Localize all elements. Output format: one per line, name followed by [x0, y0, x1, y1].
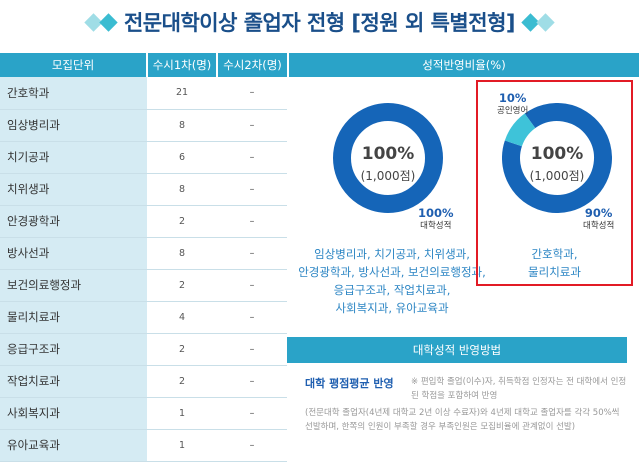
ratio-header: 성적반영비율(%): [287, 53, 639, 77]
donut1-center-percent: 100%: [361, 144, 415, 164]
donut-chart-general-svg: [333, 103, 443, 213]
diamond-decoration-right: [521, 12, 555, 32]
department-line: 임상병리과, 치기공과, 치위생과,: [314, 247, 470, 261]
unit-name-cell: 치위생과: [0, 173, 147, 206]
table-row: 치기공과 6–: [0, 141, 287, 174]
department-line: 간호학과,: [531, 247, 578, 261]
unit-name-cell: 보건의료행정과: [0, 269, 147, 302]
table-row: 유아교육과 1–: [0, 429, 287, 462]
table-row: 작업치료과 2–: [0, 365, 287, 398]
donut-chart-general: 100% (1,000점): [333, 103, 443, 213]
unit-name-cell: 간호학과: [0, 77, 147, 110]
round1-count-cell: 8: [147, 237, 217, 270]
department-line: 물리치료과: [528, 265, 581, 279]
diamond-decoration-left: [84, 12, 118, 32]
method-header: 대학성적 반영방법: [287, 337, 627, 363]
round2-count-cell: –: [217, 365, 287, 398]
donut2-label-english: 10% 공인영어: [497, 92, 528, 118]
unit-name-cell: 방사선과: [0, 237, 147, 270]
round2-count-cell: –: [217, 173, 287, 206]
round2-count-cell: –: [217, 301, 287, 334]
column-header-unit: 모집단위: [0, 53, 148, 77]
round1-count-cell: 8: [147, 109, 217, 142]
department-line: 안경광학과, 방사선과, 보건의료행정과,: [298, 265, 486, 279]
page-title: 전문대학이상 졸업자 전형 [정원 외 특별전형]: [123, 11, 516, 35]
unit-name-cell: 작업치료과: [0, 365, 147, 398]
donut-segment-grades: [333, 103, 443, 213]
round1-count-cell: 4: [147, 301, 217, 334]
round2-count-cell: –: [217, 205, 287, 238]
table-row: 물리치료과 4–: [0, 301, 287, 334]
donut2-center-percent: 100%: [530, 144, 584, 164]
round1-count-cell: 2: [147, 269, 217, 302]
table-row: 임상병리과 8–: [0, 109, 287, 142]
table-row: 응급구조과 2–: [0, 333, 287, 366]
donut2-label-english-name: 공인영어: [497, 106, 529, 116]
column-header-round1: 수시1차(명): [147, 53, 218, 77]
donut2-center-points: (1,000점): [529, 169, 585, 183]
highlight-box: [476, 80, 633, 286]
department-list-nursing: 간호학과, 물리치료과: [487, 245, 622, 281]
donut1-label-percent: 100%: [418, 206, 454, 220]
table-row: 치위생과 8–: [0, 173, 287, 206]
round1-count-cell: 6: [147, 141, 217, 174]
round1-count-cell: 21: [147, 77, 217, 110]
donut-chart-nursing-svg: [502, 103, 612, 213]
unit-name-cell: 치기공과: [0, 141, 147, 174]
unit-name-cell: 사회복지과: [0, 397, 147, 430]
department-list-general: 임상병리과, 치기공과, 치위생과, 안경광학과, 방사선과, 보건의료행정과, 응…: [297, 245, 487, 317]
method-note: ※ 편입학 졸업(이수)자, 취득학점 인정자는 전 대학에서 인정된 학점을 …: [411, 377, 627, 401]
round1-count-cell: 2: [147, 205, 217, 238]
round2-count-cell: –: [217, 77, 287, 110]
donut2-label-grades-name: 대학성적: [583, 221, 615, 231]
table-row: 안경광학과 2–: [0, 205, 287, 238]
table-row: 사회복지과 1–: [0, 397, 287, 430]
page-title-bar: 전문대학이상 졸업자 전형 [정원 외 특별전형]: [0, 0, 639, 44]
round2-count-cell: –: [217, 429, 287, 462]
round2-count-cell: –: [217, 397, 287, 430]
column-header-round2: 수시2차(명): [217, 53, 287, 77]
round1-count-cell: 1: [147, 429, 217, 462]
department-line: 응급구조과, 작업치료과,: [333, 283, 451, 297]
round1-count-cell: 2: [147, 333, 217, 366]
recruitment-table: 모집단위 수시1차(명) 수시2차(명) 간호학과 21– 임상병리과 8– 치기공과 6…: [0, 53, 287, 462]
round2-count-cell: –: [217, 237, 287, 270]
round1-count-cell: 8: [147, 173, 217, 206]
round2-count-cell: –: [217, 141, 287, 174]
donut1-label-name: 대학성적: [420, 221, 452, 231]
donut-chart-nursing: 100% (1,000점): [502, 103, 612, 213]
round2-count-cell: –: [217, 269, 287, 302]
donut2-label-grades: 90% 대학성적: [583, 207, 614, 233]
unit-name-cell: 응급구조과: [0, 333, 147, 366]
table-header-row: 모집단위 수시1차(명) 수시2차(명): [0, 53, 287, 77]
unit-name-cell: 안경광학과: [0, 205, 147, 238]
unit-name-cell: 임상병리과: [0, 109, 147, 142]
unit-name-cell: 유아교육과: [0, 429, 147, 462]
donut2-label-english-percent: 10%: [498, 91, 527, 105]
table-row: 보건의료행정과 2–: [0, 269, 287, 302]
method-title: 대학 평점평균 반영: [305, 377, 394, 390]
donut1-center-points: (1,000점): [360, 169, 416, 183]
table-row: 간호학과 21–: [0, 77, 287, 110]
unit-name-cell: 물리치료과: [0, 301, 147, 334]
donut1-label: 100% 대학성적: [418, 207, 454, 233]
round2-count-cell: –: [217, 333, 287, 366]
round1-count-cell: 1: [147, 397, 217, 430]
department-line: 사회복지과, 유아교육과: [335, 301, 449, 315]
method-detail: (전문대학 졸업자(4년제 대학교 2년 이상 수료자)와 4년제 대학교 졸업…: [305, 408, 620, 432]
donut2-label-grades-percent: 90%: [584, 206, 613, 220]
table-row: 방사선과 8–: [0, 237, 287, 270]
round1-count-cell: 2: [147, 365, 217, 398]
round2-count-cell: –: [217, 109, 287, 142]
donut-segment-english: [502, 103, 612, 213]
